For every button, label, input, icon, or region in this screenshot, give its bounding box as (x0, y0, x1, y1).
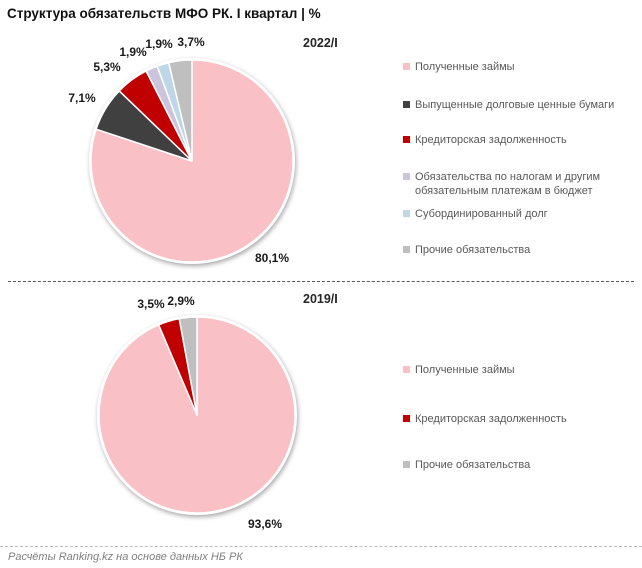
section-divider (8, 281, 634, 282)
legend-swatch-icon (403, 173, 410, 180)
data-label: 3,7% (177, 35, 205, 49)
legend-label: Кредиторская задолженность (415, 413, 567, 425)
legend-label: Субординированный долг (415, 208, 548, 220)
pie-2022/I (89, 58, 295, 264)
pie-slice (98, 316, 296, 514)
pie-slice (178, 316, 198, 416)
legend-label: Выпущенные долговые ценные бумаги (415, 99, 615, 111)
chart-title-2019: 2019/I (303, 292, 338, 306)
legend-item: Прочие обязательства (403, 458, 631, 472)
pie-2019/I (97, 315, 297, 515)
legend-label: Обязательства по налогам и другим обязат… (415, 171, 601, 198)
legend-item: Выпущенные долговые ценные бумаги (403, 98, 631, 112)
data-label: 80,1% (254, 251, 290, 265)
legend-label: Полученные займы (415, 364, 515, 376)
legend-label: Полученные займы (415, 61, 515, 73)
legend-swatch-icon (403, 366, 410, 373)
chart-title-2022: 2022/I (303, 36, 338, 50)
data-label: 5,3% (93, 60, 121, 74)
legend-swatch-icon (403, 136, 410, 143)
legend-label: Прочие обязательства (415, 244, 531, 256)
legend-item: Прочие обязательства (403, 243, 631, 257)
legend-item: Кредиторская задолженность (403, 133, 631, 147)
data-label: 3,5% (137, 297, 165, 311)
legend-swatch-icon (403, 101, 410, 108)
footer-divider (0, 546, 642, 547)
data-label: 93,6% (247, 517, 283, 531)
page-title: Структура обязательств МФО РК. I квартал… (7, 6, 321, 21)
legend-item: Полученные займы (403, 60, 631, 74)
legend-swatch-icon (403, 246, 410, 253)
source-note: Расчёты Ranking.kz на основе данных НБ Р… (8, 551, 243, 563)
data-label: 7,1% (68, 91, 96, 105)
legend-label: Кредиторская задолженность (415, 134, 567, 146)
legend-swatch-icon (403, 415, 410, 422)
legend-label: Прочие обязательства (415, 459, 531, 471)
data-label: 2,9% (167, 294, 195, 308)
legend-item: Субординированный долг (403, 207, 631, 221)
pie-slice (167, 59, 193, 162)
legend-swatch-icon (403, 461, 410, 468)
data-label: 1,9% (145, 37, 173, 51)
legend-swatch-icon (403, 210, 410, 217)
legend-item: Полученные займы (403, 363, 631, 377)
legend-swatch-icon (403, 63, 410, 70)
data-label: 1,9% (119, 45, 147, 59)
legend-item: Кредиторская задолженность (403, 412, 631, 426)
legend-item: Обязательства по налогам и другим обязат… (403, 170, 631, 199)
